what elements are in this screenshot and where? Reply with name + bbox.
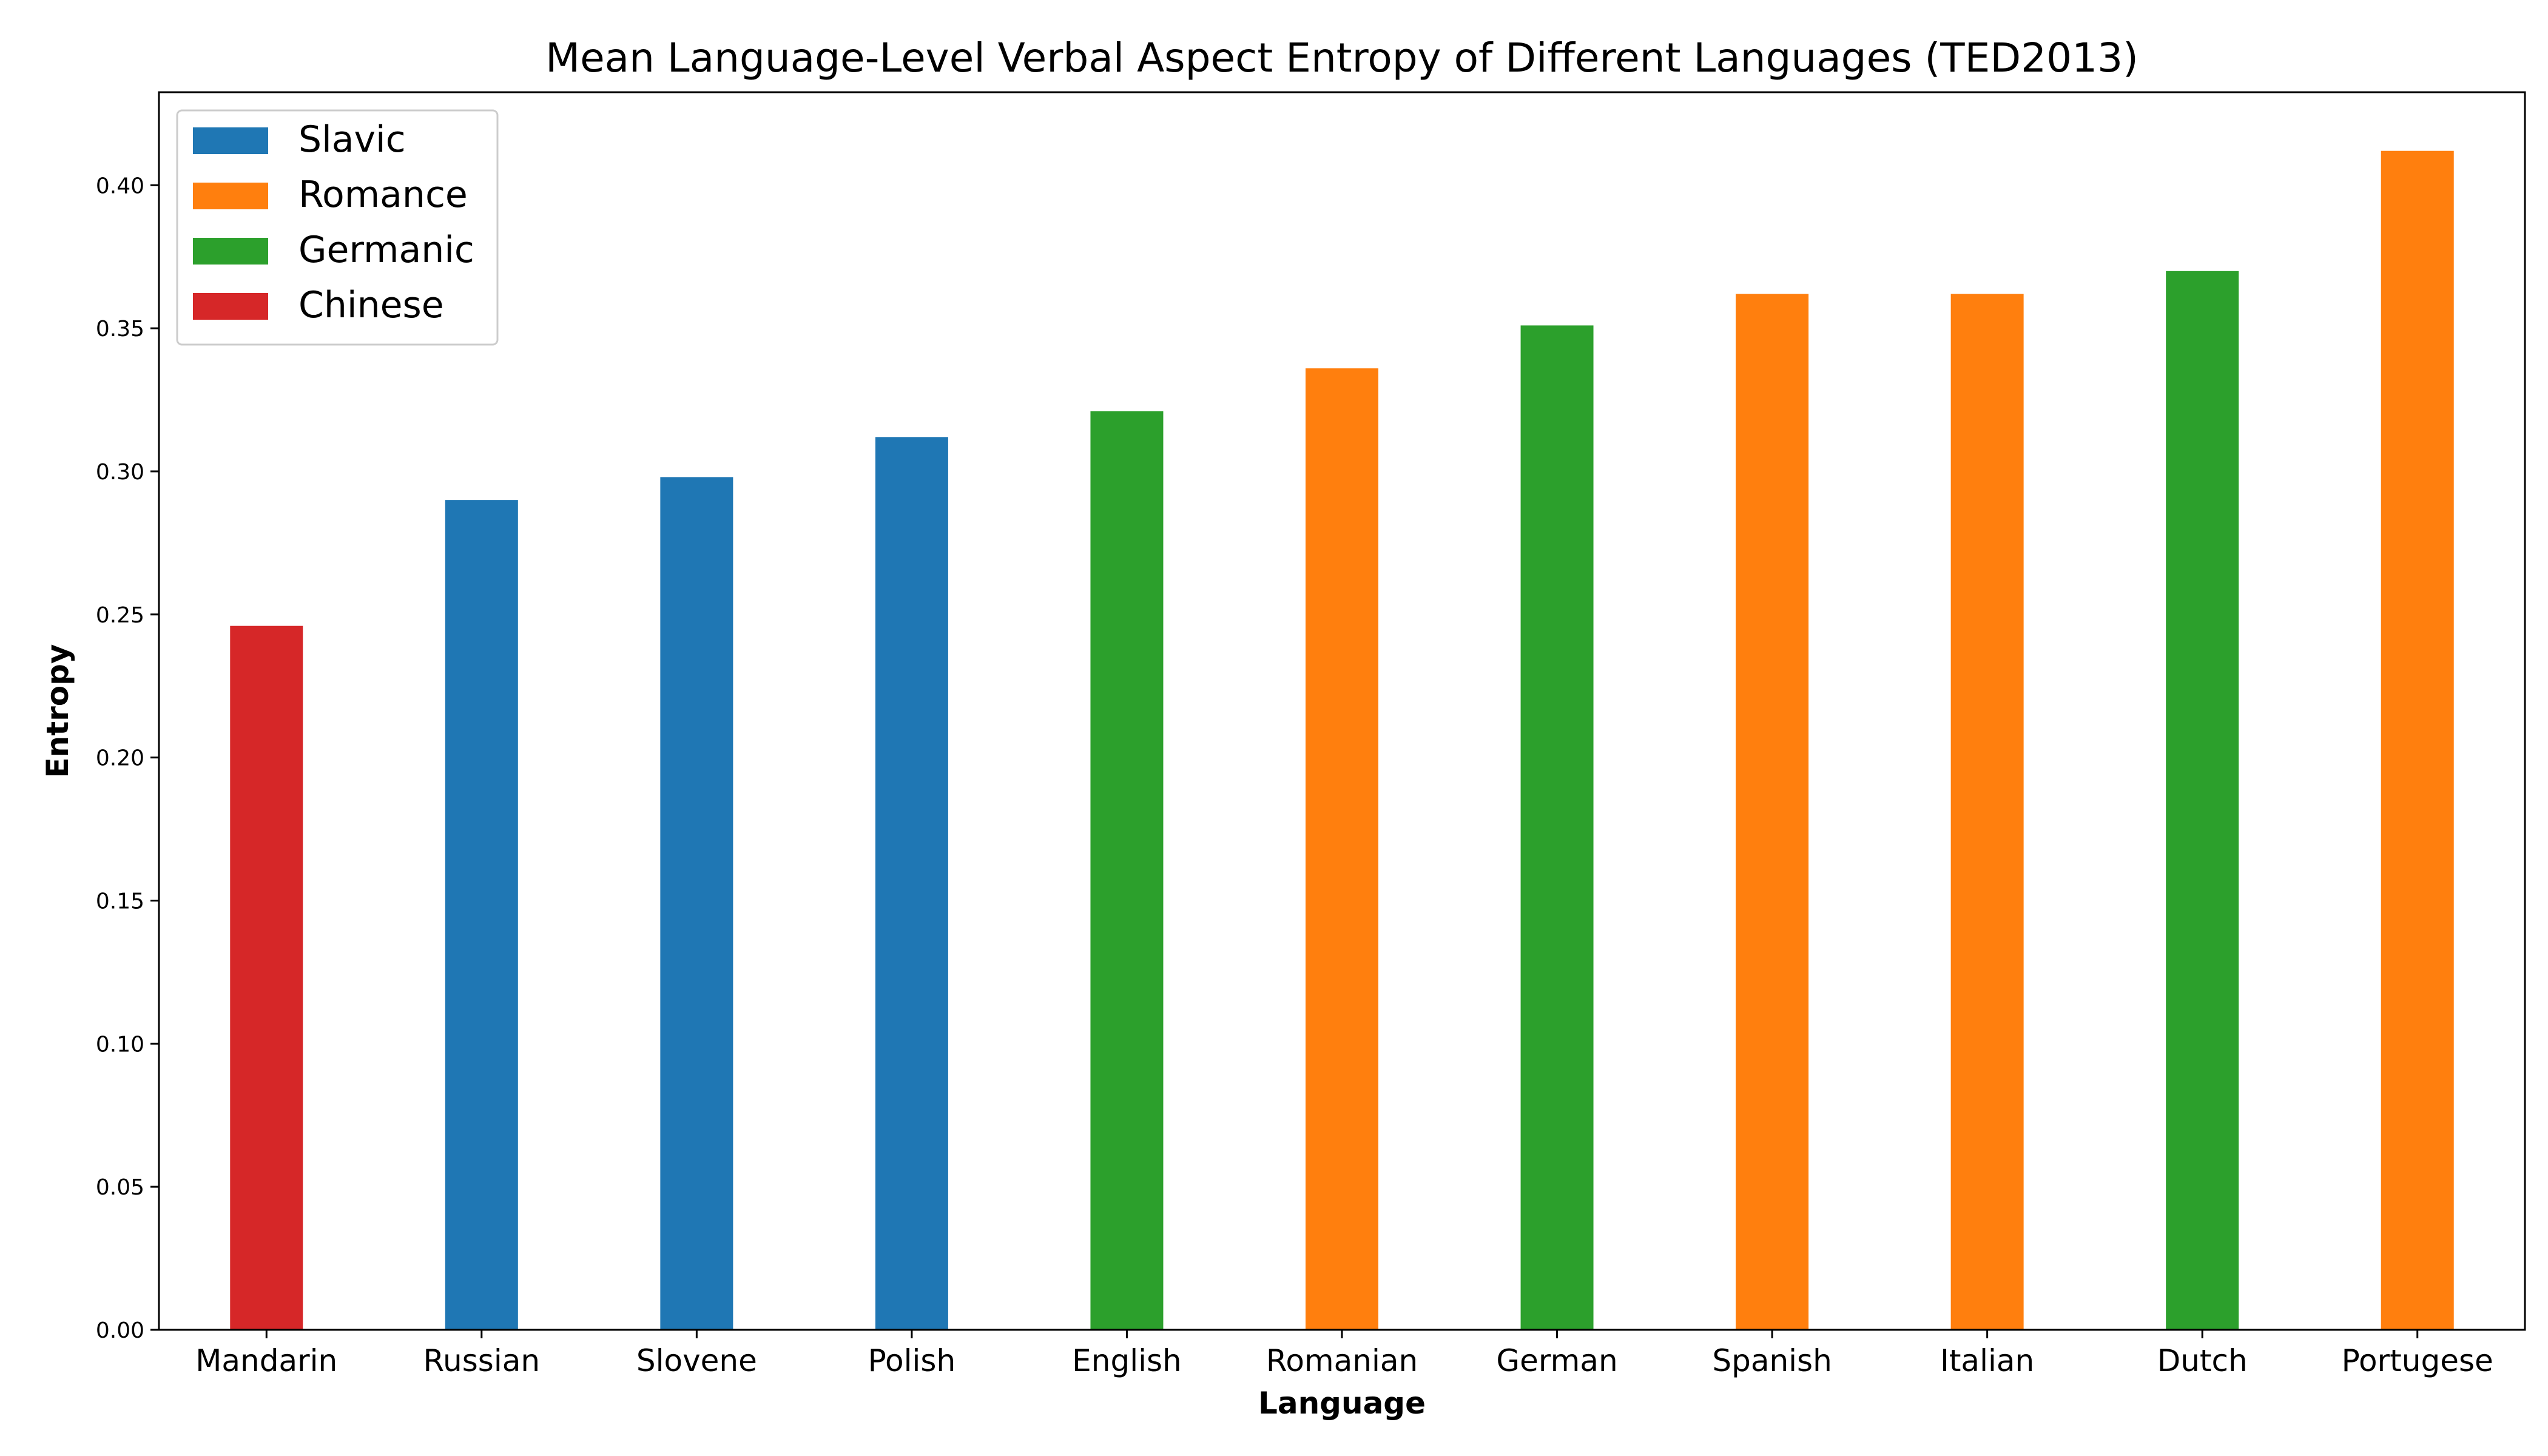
legend-label-romance: Romance [298, 174, 468, 216]
bar-italian [1950, 294, 2024, 1330]
legend-label-germanic: Germanic [298, 229, 474, 271]
bar-portugese [2381, 150, 2454, 1330]
legend-swatch-chinese [193, 293, 268, 320]
bar-german [1520, 325, 1594, 1330]
bar-spanish [1736, 294, 1809, 1330]
x-tick-label: Mandarin [195, 1343, 337, 1378]
x-tick-label: Slovene [636, 1343, 757, 1378]
bar-russian [445, 500, 518, 1330]
bar-dutch [2166, 271, 2239, 1330]
bar-mandarin [230, 625, 303, 1330]
x-tick-label: German [1496, 1343, 1617, 1378]
x-tick-label: Russian [423, 1343, 541, 1378]
x-tick-label: Spanish [1712, 1343, 1832, 1378]
y-tick-label: 0.35 [96, 317, 144, 342]
y-tick-label: 0.10 [96, 1032, 144, 1057]
y-axis-label: Entropy [40, 644, 75, 778]
y-axis-ticks: 0.00 0.05 0.10 0.15 0.20 0.25 0.30 0.35 0.40 [96, 174, 159, 1343]
legend-swatch-romance [193, 183, 268, 209]
x-axis-label: Language [1258, 1386, 1426, 1421]
y-tick-label: 0.00 [96, 1318, 144, 1343]
x-tick-label: Portugese [2342, 1343, 2493, 1378]
bar-english [1090, 411, 1164, 1330]
legend-label-slavic: Slavic [298, 118, 406, 161]
x-tick-label: Dutch [2157, 1343, 2248, 1378]
x-tick-label: English [1072, 1343, 1182, 1378]
y-tick-label: 0.15 [96, 889, 144, 914]
legend-swatch-slavic [193, 127, 268, 154]
bars-group [230, 150, 2454, 1330]
y-tick-label: 0.30 [96, 460, 144, 485]
legend-label-chinese: Chinese [298, 284, 444, 326]
y-tick-label: 0.20 [96, 746, 144, 771]
x-tick-label: Italian [1940, 1343, 2034, 1378]
x-tick-label: Romanian [1266, 1343, 1418, 1378]
legend-box [176, 109, 499, 346]
x-axis-ticks: Mandarin Russian Slovene Polish English Roman… [195, 1330, 2493, 1378]
y-tick-label: 0.05 [96, 1175, 144, 1200]
bar-slovene [660, 477, 733, 1330]
bar-romanian [1306, 368, 1378, 1330]
x-tick-label: Polish [868, 1343, 956, 1378]
chart-title: Mean Language-Level Verbal Aspect Entrop… [545, 35, 2138, 81]
y-tick-label: 0.25 [96, 603, 144, 628]
bar-polish [875, 437, 948, 1330]
legend-swatch-germanic [193, 238, 268, 265]
y-tick-label: 0.40 [96, 174, 144, 198]
legend: Slavic Romance Germanic Chinese [176, 109, 499, 346]
